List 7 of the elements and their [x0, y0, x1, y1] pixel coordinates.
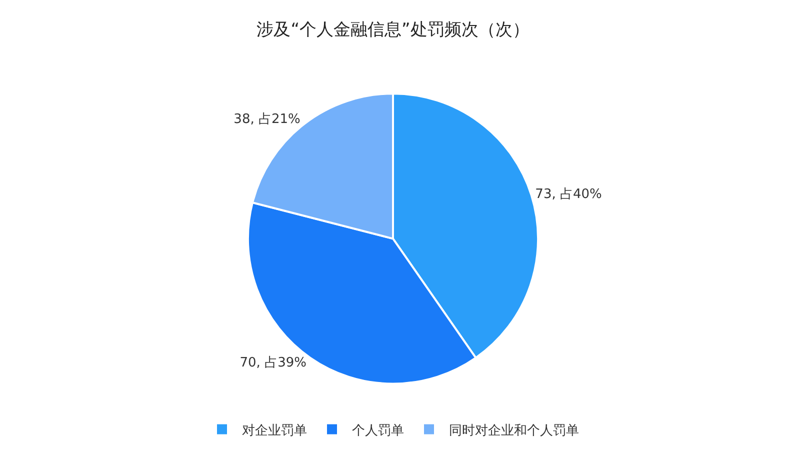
legend-label: 个人罚单: [352, 423, 404, 438]
data-label: 38, 占21%: [234, 112, 300, 127]
legend-label: 同时对企业和个人罚单: [449, 423, 579, 438]
data-label: 70, 占39%: [240, 355, 306, 370]
legend-label: 对企业罚单: [242, 423, 307, 438]
chart-title: 涉及“个人金融信息”处罚频次（次）: [256, 20, 530, 40]
data-label: 73, 占40%: [535, 187, 602, 202]
